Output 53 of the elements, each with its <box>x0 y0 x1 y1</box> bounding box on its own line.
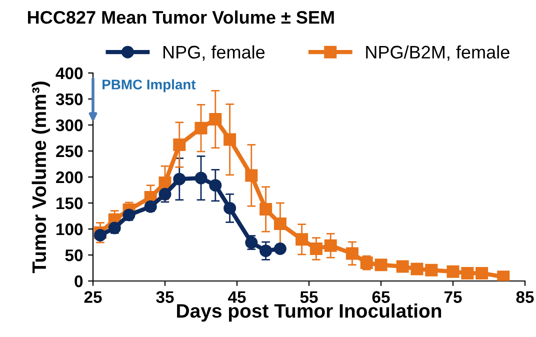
legend-label: NPG, female <box>163 45 265 61</box>
x-tick-label: 85 <box>516 291 534 303</box>
point <box>245 169 258 182</box>
y-tick-label: 350 <box>56 93 83 106</box>
annotation: PBMC Implant <box>102 79 196 92</box>
point <box>296 233 308 246</box>
point <box>108 222 121 234</box>
point <box>274 218 286 230</box>
point <box>224 133 236 146</box>
point <box>396 260 409 273</box>
x-tick-label: 65 <box>372 291 390 303</box>
point <box>122 208 136 222</box>
y-tick-label: 0 <box>74 275 83 288</box>
point <box>425 264 438 276</box>
point <box>224 202 236 214</box>
y-tick-label: 50 <box>65 249 83 262</box>
y-tick-label: 100 <box>56 223 83 236</box>
x-tick-label: 55 <box>300 291 318 303</box>
point <box>346 247 358 260</box>
point <box>324 239 337 252</box>
point <box>173 138 186 152</box>
x-tick-label: 25 <box>84 291 102 303</box>
y-tick-label: 200 <box>56 171 83 184</box>
x-tick-label: 45 <box>228 291 246 303</box>
point <box>158 188 172 200</box>
point <box>194 172 208 184</box>
point <box>274 242 286 256</box>
y-tick-label: 150 <box>56 197 83 210</box>
point <box>173 172 186 186</box>
y-tick-label: 250 <box>56 145 83 158</box>
chart-title: HCC827 Mean Tumor Volume ± SEM <box>28 10 334 24</box>
point <box>374 258 388 272</box>
point <box>310 242 322 256</box>
point <box>476 266 488 280</box>
point <box>497 270 510 281</box>
point <box>410 262 424 276</box>
x-tick-label: 75 <box>444 291 462 303</box>
x-tick-label: 35 <box>156 291 174 303</box>
point <box>158 176 172 189</box>
point <box>94 228 106 242</box>
point <box>461 266 474 280</box>
point <box>260 202 272 216</box>
point <box>194 122 208 134</box>
point <box>144 200 157 213</box>
point <box>209 179 222 192</box>
x-axis-title: Days post Tumor Inoculation <box>177 303 442 322</box>
y-tick-label: 300 <box>56 119 83 132</box>
point <box>446 265 460 278</box>
legend-label: NPG/B2M, female <box>366 45 510 61</box>
point <box>209 113 222 126</box>
point <box>260 244 272 258</box>
y-axis-title: Tumor Volume (mm³) <box>32 82 50 274</box>
y-tick-label: 400 <box>56 67 83 80</box>
